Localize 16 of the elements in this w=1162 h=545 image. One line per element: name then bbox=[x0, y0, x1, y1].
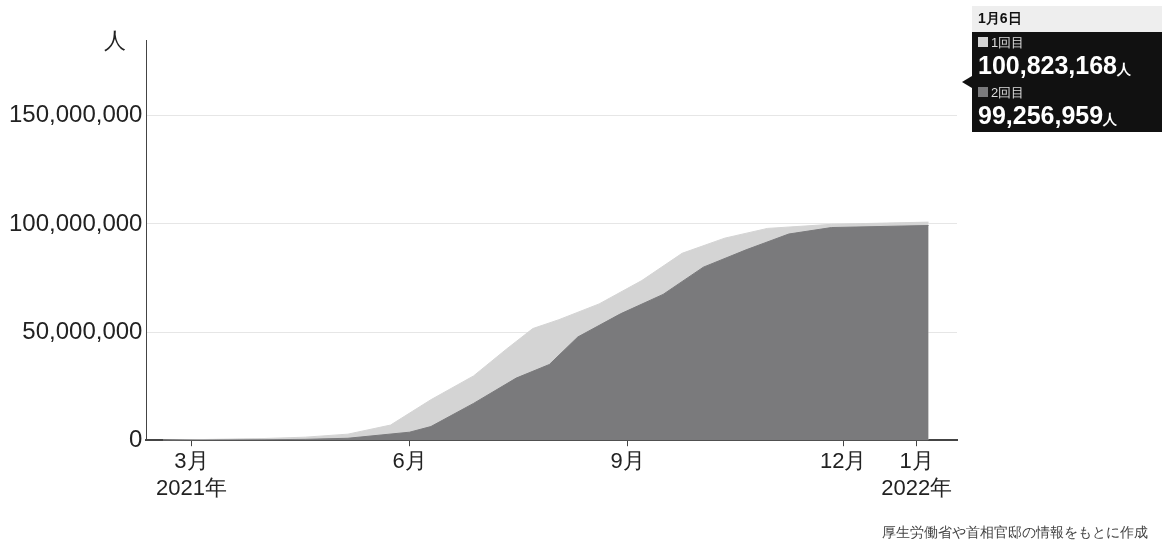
legend-label: 2回目 bbox=[990, 84, 1026, 102]
legend-label: 1回目 bbox=[990, 34, 1026, 52]
y-tick-label: 150,000,000 bbox=[9, 100, 143, 128]
text: 99,256,959人 bbox=[977, 101, 1119, 131]
text: 厚生労働省や首相官邸の情報をもとに作成 bbox=[882, 524, 1148, 542]
x-tick-label: 9月 bbox=[610, 448, 645, 474]
y-tick-label: 0 bbox=[129, 424, 143, 452]
text: 100,823,168人 bbox=[977, 51, 1133, 81]
y-axis-title: 人 bbox=[104, 28, 127, 54]
y-tick-label: 100,000,000 bbox=[9, 208, 143, 236]
text: 1月6日 bbox=[972, 6, 1162, 32]
x-tick-label: 1月 2022年 bbox=[881, 448, 953, 500]
x-tick-label: 12月 bbox=[820, 448, 867, 474]
y-tick-label: 50,000,000 bbox=[22, 316, 143, 344]
x-tick-label: 3月 2021年 bbox=[156, 448, 227, 500]
x-tick-label: 6月 bbox=[392, 448, 427, 474]
